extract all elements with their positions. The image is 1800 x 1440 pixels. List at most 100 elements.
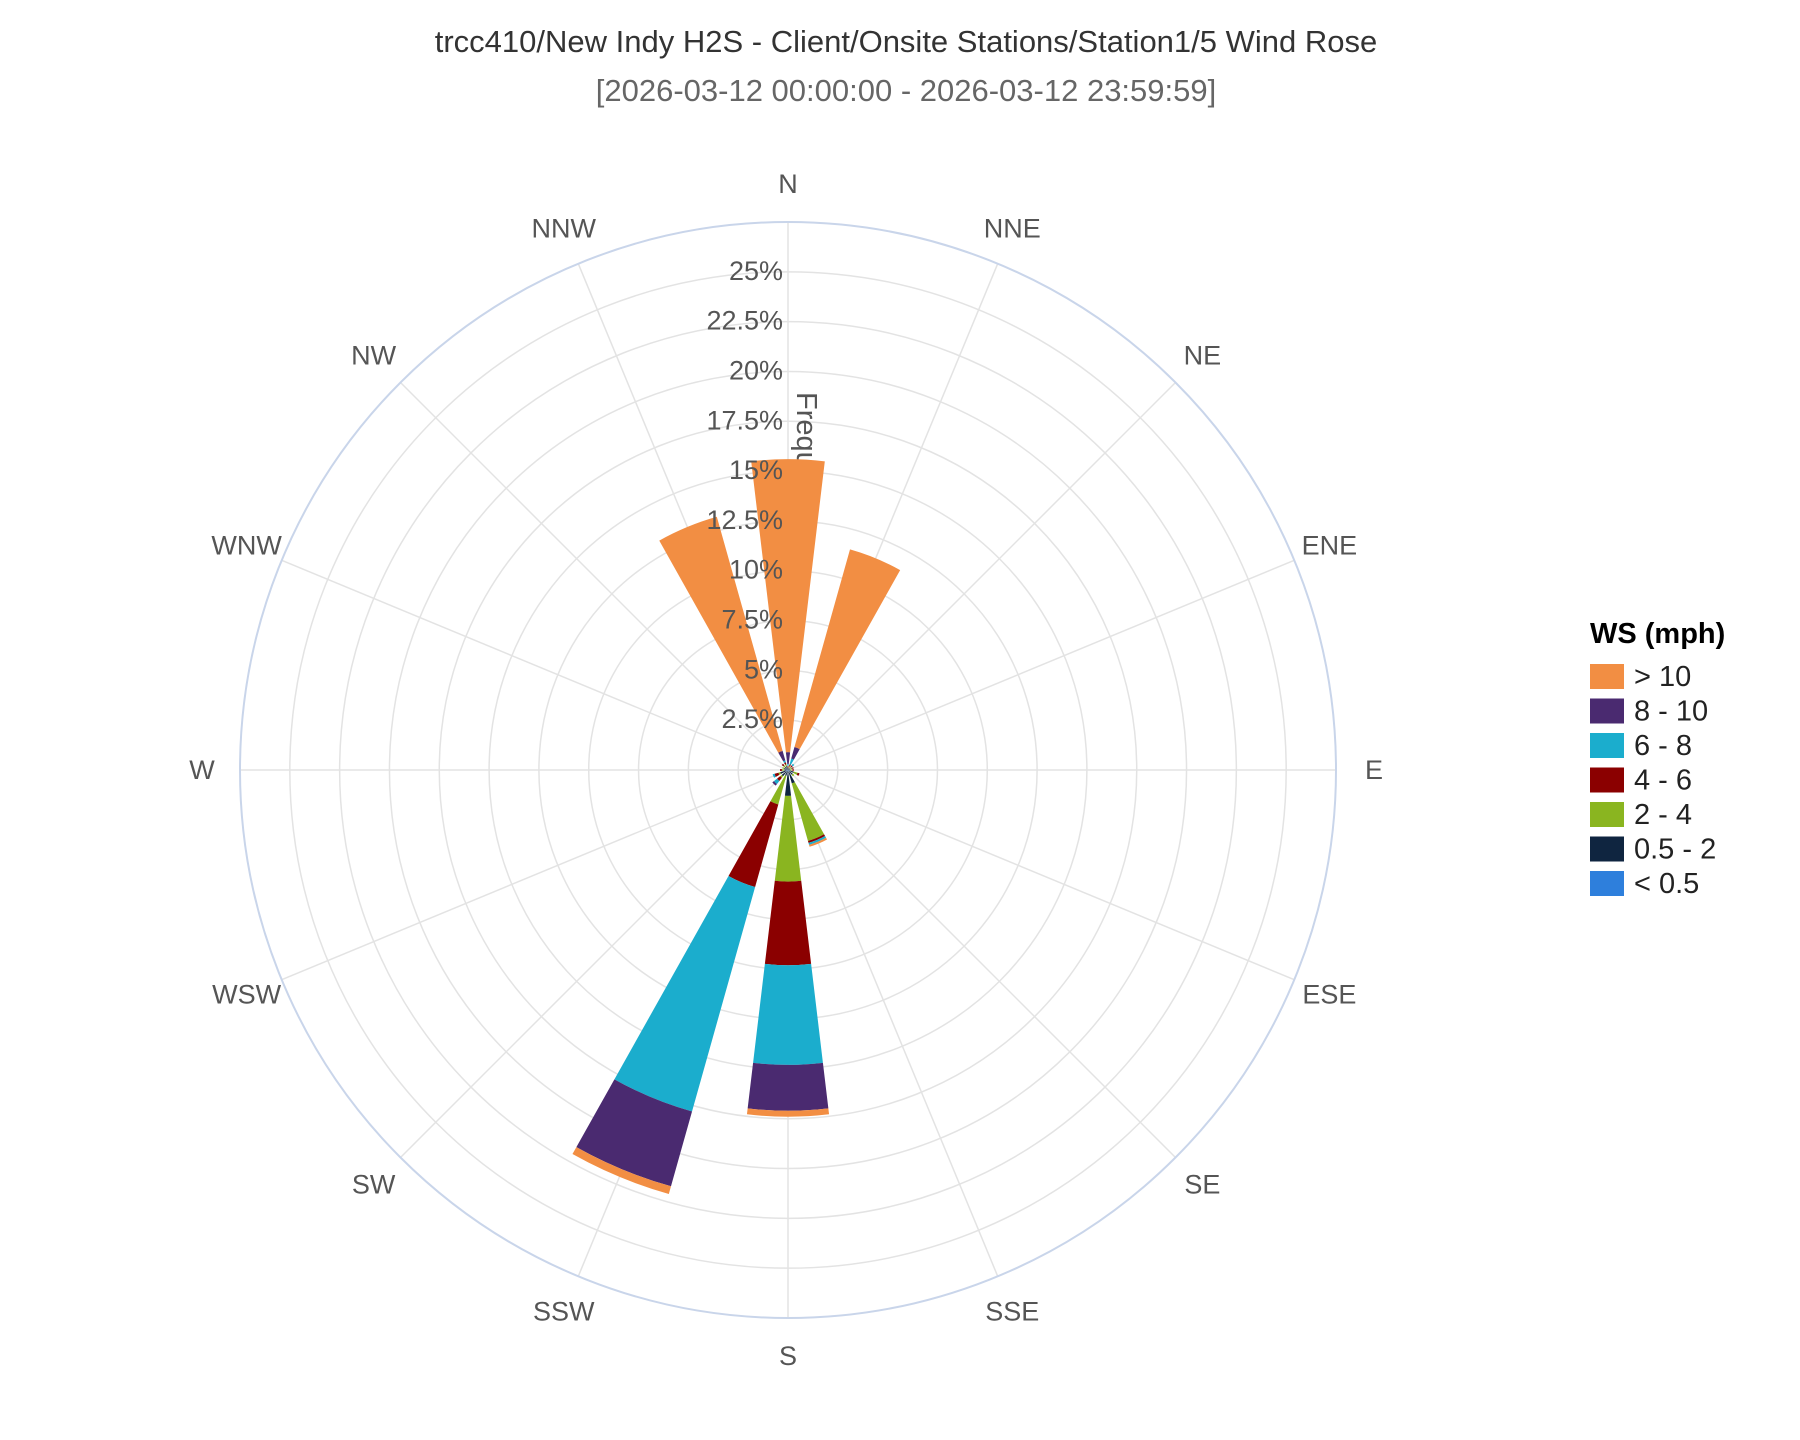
bar-ene-series-1 — [788, 769, 790, 770]
bar-w-series-3 — [780, 769, 783, 771]
legend-label: 0.5 - 2 — [1634, 834, 1716, 866]
direction-label-wsw: WSW — [212, 979, 281, 1009]
legend-label: 2 - 4 — [1634, 799, 1692, 831]
bar-sse-series-6 — [809, 837, 828, 847]
direction-label-ssw: SSW — [533, 1296, 595, 1326]
bar-ssw-series-3 — [728, 801, 779, 888]
grid-spoke — [399, 381, 789, 771]
bar-ne-series-3 — [790, 765, 793, 768]
legend-title: WS (mph) — [1590, 618, 1725, 650]
bar-e-series-2 — [789, 769, 792, 771]
bar-ne-series-1 — [788, 768, 790, 770]
grid-spoke — [787, 559, 1295, 771]
bar-ssw-series-6 — [572, 1147, 671, 1194]
bar-wsw-series-0 — [786, 770, 788, 771]
legend-items: > 108 - 106 - 84 - 62 - 40.5 - 2< 0.5 — [1590, 661, 1716, 900]
bar-ese-series-2 — [793, 771, 798, 775]
bar-nw-series-2 — [783, 765, 786, 768]
direction-label-ne: NE — [1184, 341, 1222, 371]
bar-ssw-series-4 — [614, 876, 756, 1112]
legend-swatch — [1590, 836, 1624, 862]
bar-wsw-series-2 — [778, 772, 782, 775]
bar-sw-series-1 — [781, 771, 787, 777]
direction-label-ese: ESE — [1302, 979, 1356, 1009]
legend-label: 8 - 10 — [1634, 696, 1708, 728]
legend-swatch — [1590, 767, 1624, 793]
direction-label-wnw: WNW — [211, 531, 282, 561]
radial-tick-label: 7.5% — [721, 605, 783, 635]
bar-ssw-series-5 — [576, 1079, 693, 1187]
legend-label: < 0.5 — [1634, 868, 1699, 900]
bar-sw-series-3 — [777, 776, 782, 781]
bar-n-series-3 — [787, 766, 789, 769]
direction-label-w: W — [189, 755, 215, 785]
bar-ene-series-2 — [789, 768, 792, 770]
bar-sse-series-3 — [807, 834, 826, 843]
direction-label-ene: ENE — [1302, 531, 1358, 561]
direction-label-e: E — [1365, 755, 1383, 785]
bar-sse-series-1 — [788, 771, 795, 784]
direction-label-sse: SSE — [985, 1296, 1039, 1326]
bar-s-series-2 — [774, 795, 802, 882]
bar-s-series-6 — [746, 1108, 830, 1117]
bar-ese-series-0 — [788, 770, 790, 771]
bar-nw-series-1 — [784, 766, 788, 770]
bar-w-series-2 — [782, 769, 785, 771]
legend-swatch — [1590, 802, 1624, 827]
bar-nne-series-6 — [794, 549, 901, 750]
direction-labels: N NNE NE ENE E ESE SE SSE S SSW SW WSW W WNW NW NNW — [189, 169, 1383, 1371]
radial-tick-label: 25% — [729, 256, 783, 286]
bar-wsw-series-3 — [774, 772, 780, 777]
radial-tick-label: 2.5% — [721, 704, 783, 734]
wind-rose-bars — [572, 459, 901, 1194]
legend-swatch — [1590, 664, 1624, 689]
legend-label: > 10 — [1634, 661, 1691, 693]
grid-spoke — [787, 769, 1295, 981]
bar-sw-series-5 — [772, 781, 777, 786]
direction-label-n: N — [778, 169, 798, 199]
chart-subtitle: [2026-03-12 00:00:00 - 2026-03-12 23:59:… — [596, 73, 1216, 108]
grid-spoke — [281, 559, 789, 771]
bar-ene-series-3 — [791, 767, 794, 769]
bar-s-series-3 — [764, 880, 812, 966]
bar-s-series-4 — [753, 963, 823, 1065]
direction-label-s: S — [779, 1341, 797, 1371]
outer-ring — [239, 221, 1337, 1319]
bar-nne-series-5 — [791, 746, 800, 760]
bar-sse-series-0 — [788, 770, 789, 772]
bar-nnw-series-6 — [659, 516, 783, 753]
bar-ssw-series-2 — [770, 775, 787, 805]
bar-ese-series-1 — [789, 770, 794, 773]
bar-nw-series-3 — [781, 763, 785, 767]
bar-sse-series-4 — [808, 836, 827, 845]
bar-ese-series-3 — [796, 772, 800, 776]
bar-s-series-1 — [784, 770, 792, 796]
radial-tick-label: 10% — [729, 555, 783, 585]
bar-nnw-series-3 — [784, 762, 787, 765]
bar-e-series-3 — [791, 769, 794, 771]
grid-spoke — [281, 769, 789, 981]
grid-spoke — [787, 769, 999, 1277]
bar-w-series-1 — [784, 769, 788, 771]
bar-se-series-2 — [791, 773, 795, 777]
chart-title: trcc410/New Indy H2S - Client/Onsite Sta… — [435, 24, 1378, 59]
bar-nnw-series-2 — [785, 764, 787, 767]
direction-label-nw: NW — [351, 341, 396, 371]
bar-nne-series-3 — [789, 764, 791, 767]
radial-tick-label: 5% — [744, 654, 783, 684]
bar-sw-series-2 — [780, 774, 784, 778]
direction-label-nne: NNE — [984, 214, 1041, 244]
direction-label-nnw: NNW — [531, 214, 596, 244]
radial-tick-label: 17.5% — [706, 405, 783, 435]
bar-ne-series-4 — [791, 763, 795, 767]
legend-label: 4 - 6 — [1634, 765, 1692, 797]
direction-label-se: SE — [1184, 1169, 1220, 1199]
bar-nnw-series-1 — [786, 766, 788, 770]
radial-tick-label: 15% — [729, 455, 783, 485]
legend-swatch — [1590, 733, 1624, 758]
grid-spoke — [787, 381, 1177, 771]
legend: WS (mph) > 108 - 106 - 84 - 62 - 40.5 - … — [1590, 618, 1725, 900]
grid-spoke — [787, 769, 1177, 1159]
bar-se-series-1 — [788, 770, 793, 775]
